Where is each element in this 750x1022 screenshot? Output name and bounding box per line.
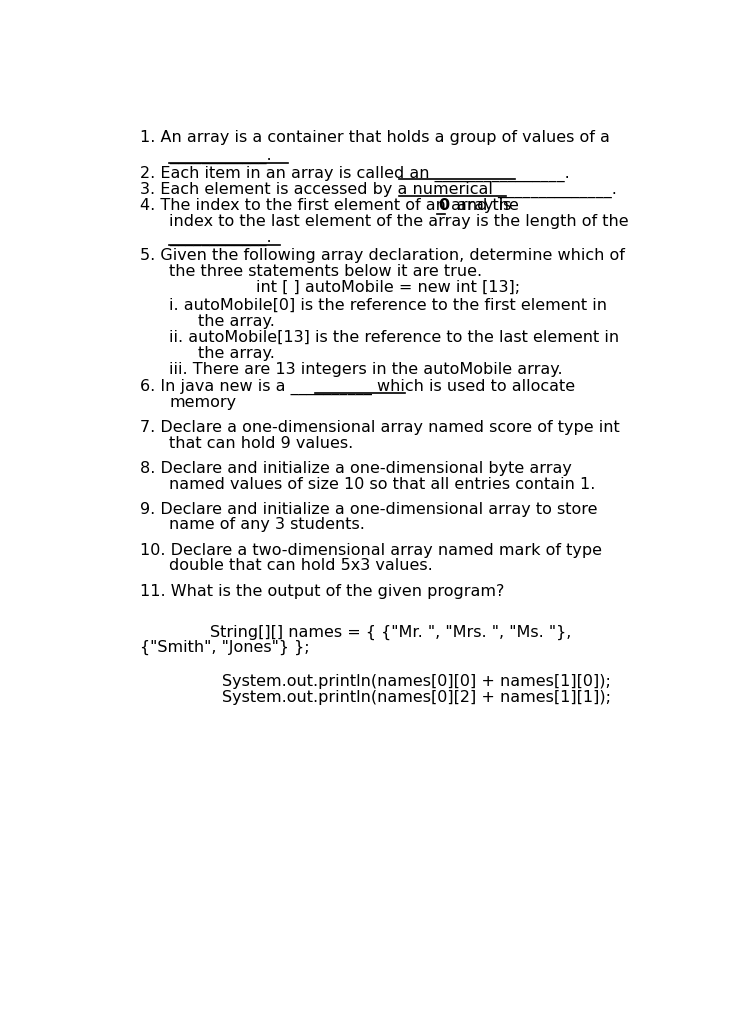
Text: ____________.: ____________.	[170, 232, 272, 247]
Text: 6. In java new is a __________ which is used to allocate: 6. In java new is a __________ which is …	[140, 379, 575, 396]
Text: 2. Each item in an array is called an ________________.: 2. Each item in an array is called an __…	[140, 166, 570, 182]
Text: 1. An array is a container that holds a group of values of a: 1. An array is a container that holds a …	[140, 131, 610, 145]
Text: 7. Declare a one-dimensional array named score of type int: 7. Declare a one-dimensional array named…	[140, 420, 620, 435]
Text: ii. autoMobile[13] is the reference to the last element in: ii. autoMobile[13] is the reference to t…	[170, 330, 620, 345]
Text: i. autoMobile[0] is the reference to the first element in: i. autoMobile[0] is the reference to the…	[170, 298, 608, 313]
Text: System.out.println(names[0][2] + names[1][1]);: System.out.println(names[0][2] + names[1…	[222, 690, 610, 705]
Text: 9. Declare and initialize a one-dimensional array to store: 9. Declare and initialize a one-dimensio…	[140, 502, 598, 517]
Text: the array.: the array.	[198, 314, 275, 329]
Text: {"Smith", "Jones"} };: {"Smith", "Jones"} };	[140, 640, 310, 655]
Text: the array.: the array.	[198, 345, 275, 361]
Text: int [ ] autoMobile = new int [13];: int [ ] autoMobile = new int [13];	[256, 280, 520, 294]
Text: 8. Declare and initialize a one-dimensional byte array: 8. Declare and initialize a one-dimensio…	[140, 461, 572, 476]
Text: System.out.println(names[0][0] + names[1][0]);: System.out.println(names[0][0] + names[1…	[222, 675, 610, 689]
Text: 11. What is the output of the given program?: 11. What is the output of the given prog…	[140, 584, 505, 599]
Text: named values of size 10 so that all entries contain 1.: named values of size 10 so that all entr…	[170, 476, 596, 492]
Text: double that can hold 5x3 values.: double that can hold 5x3 values.	[170, 558, 433, 573]
Text: 0: 0	[438, 198, 449, 213]
Text: 4. The index to the first element of an array is: 4. The index to the first element of an …	[140, 198, 512, 213]
Text: String[][] names = { {"Mr. ", "Mrs. ", "Ms. "},: String[][] names = { {"Mr. ", "Mrs. ", "…	[210, 624, 572, 640]
Text: and the: and the	[457, 198, 519, 213]
Text: index to the last element of the array is the length of the: index to the last element of the array i…	[170, 214, 629, 229]
Text: memory: memory	[170, 394, 236, 410]
Text: that can hold 9 values.: that can hold 9 values.	[170, 435, 353, 451]
Text: 3. Each element is accessed by a numerical ______________.: 3. Each element is accessed by a numeric…	[140, 182, 617, 197]
Text: 5. Given the following array declaration, determine which of: 5. Given the following array declaration…	[140, 248, 626, 264]
Text: ____________.: ____________.	[170, 149, 272, 165]
Text: iii. There are 13 integers in the autoMobile array.: iii. There are 13 integers in the autoMo…	[170, 363, 563, 377]
Text: 10. Declare a two-dimensional array named mark of type: 10. Declare a two-dimensional array name…	[140, 543, 602, 558]
Text: the three statements below it are true.: the three statements below it are true.	[170, 264, 482, 279]
Text: name of any 3 students.: name of any 3 students.	[170, 517, 365, 532]
